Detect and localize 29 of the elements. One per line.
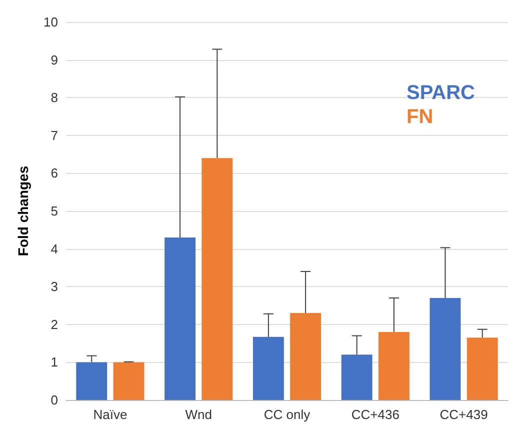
- y-tick-label: 2: [50, 316, 58, 332]
- y-tick-label: 4: [50, 241, 58, 256]
- y-tick-label: 9: [50, 52, 58, 68]
- y-tick-label: 8: [50, 90, 58, 106]
- text: FN: [406, 106, 434, 128]
- y-tick-label: 10: [44, 14, 58, 30]
- bar: [76, 362, 108, 400]
- text: SPARC: [406, 82, 476, 104]
- bar: [466, 338, 498, 400]
- x-tick-label: Wnd: [185, 407, 212, 422]
- x-tick-label: CC+439: [440, 407, 488, 422]
- y-tick-label: 3: [50, 279, 58, 294]
- bar: [164, 237, 196, 400]
- bar: [202, 158, 233, 400]
- bar: [290, 313, 322, 400]
- bar: [341, 354, 372, 400]
- y-tick-label: 6: [50, 166, 58, 181]
- y-axis-title: Fold changes: [15, 166, 31, 256]
- x-tick-label: CC+436: [351, 407, 400, 422]
- bar: [378, 332, 410, 400]
- bar: [430, 298, 461, 400]
- y-tick-label: 1: [50, 354, 58, 370]
- bar: [252, 336, 284, 400]
- x-tick-label: Naïve: [93, 407, 128, 422]
- y-tick-label: 7: [50, 128, 58, 143]
- bar: [113, 362, 144, 400]
- y-tick-label: 5: [50, 204, 58, 218]
- y-tick-label: 0: [50, 392, 58, 408]
- x-tick-label: CC only: [264, 407, 311, 422]
